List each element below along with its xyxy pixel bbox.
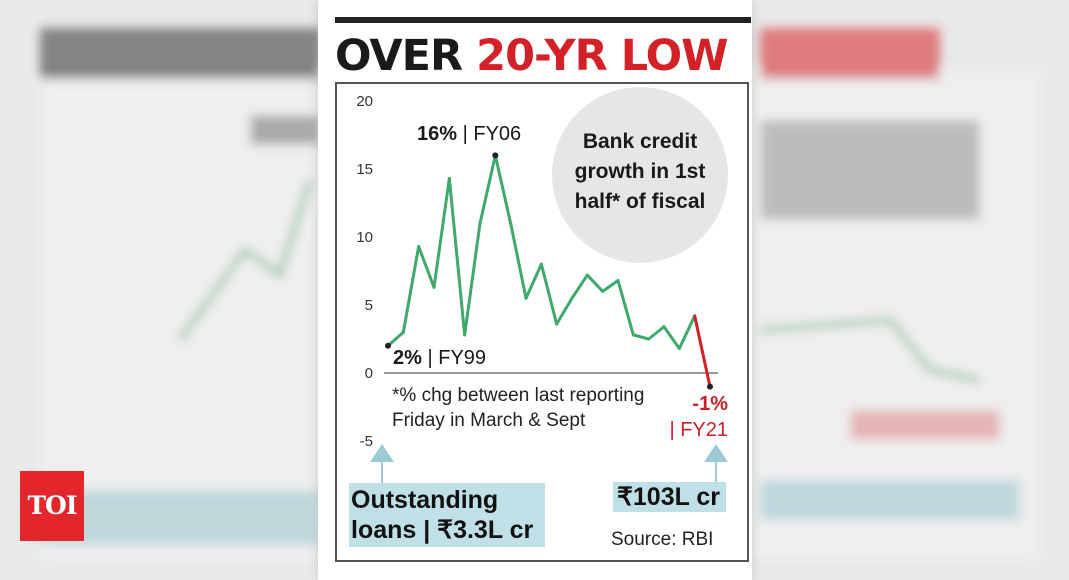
outstanding-loans-line2: loans | ₹3.3L cr [351, 516, 534, 544]
series-segment [539, 262, 559, 326]
y-tick-label: 5 [365, 297, 373, 314]
peak-label: 16% | FY06 [417, 123, 521, 145]
series-segment [662, 325, 681, 351]
outstanding-loans-line1: Outstanding [351, 486, 499, 514]
annotations: 16% | FY06 2% | FY99 -1% | FY21 [393, 123, 728, 441]
data-point [492, 152, 499, 159]
series-segment [570, 273, 589, 300]
start-label: 2% | FY99 [393, 347, 486, 369]
top-rule [335, 17, 751, 23]
series-segment [386, 330, 405, 348]
series-segment [417, 245, 436, 289]
series-segment [447, 177, 467, 337]
footnote-line: *% chg between last reporting [392, 385, 644, 406]
series-segment [463, 221, 482, 337]
bubble-text-line: growth in 1st [575, 160, 706, 183]
headline-part2: 20-YR LOW [476, 31, 728, 81]
series-segment [693, 314, 712, 389]
arrow-left [370, 444, 394, 462]
outstanding-loans-box: Outstanding loans | ₹3.3L cr [349, 483, 545, 547]
data-point [707, 383, 713, 390]
series-line [386, 153, 712, 389]
data-points [385, 152, 713, 390]
bubble-text-line: half* of fiscal [575, 190, 706, 213]
series-segment [601, 279, 620, 293]
series-segment [432, 177, 451, 289]
series-segment [478, 153, 497, 225]
y-tick-label: 15 [356, 161, 373, 178]
series-segment [616, 279, 635, 337]
y-tick-label: 10 [356, 229, 373, 246]
footnote: *% chg between last reporting Friday in M… [392, 385, 644, 431]
source-label: Source: RBI [611, 529, 714, 550]
y-tick-label: 0 [365, 365, 373, 382]
current-loans-box: ₹103L cr [613, 482, 726, 512]
toi-logo: TOI [20, 471, 84, 541]
series-segment [677, 314, 697, 351]
series-segment [524, 262, 543, 300]
y-tick-label: 20 [356, 93, 373, 110]
series-segment [631, 333, 651, 341]
series-segment [401, 245, 421, 334]
headline-part1: OVER [335, 31, 463, 81]
end-value-label: -1% [692, 393, 728, 415]
bubble-text-line: Bank credit [583, 130, 697, 153]
series-segment [555, 296, 574, 326]
data-point [385, 342, 391, 349]
title-bubble: Bank credit growth in 1st half* of fiscal [552, 87, 728, 263]
series-segment [647, 325, 666, 341]
y-tick-label: -5 [360, 433, 373, 450]
footnote-line: Friday in March & Sept [392, 410, 586, 431]
bubble-circle [552, 87, 728, 263]
y-axis-ticks: 20 15 10 5 0 -5 [356, 93, 373, 450]
headline: OVER 20-YR LOW [335, 26, 729, 86]
series-segment [585, 273, 605, 293]
arrow-right [704, 444, 728, 462]
series-segment [509, 221, 528, 300]
series-segment [493, 153, 513, 225]
chart-frame [335, 82, 749, 562]
end-year-label: | FY21 [669, 419, 728, 441]
